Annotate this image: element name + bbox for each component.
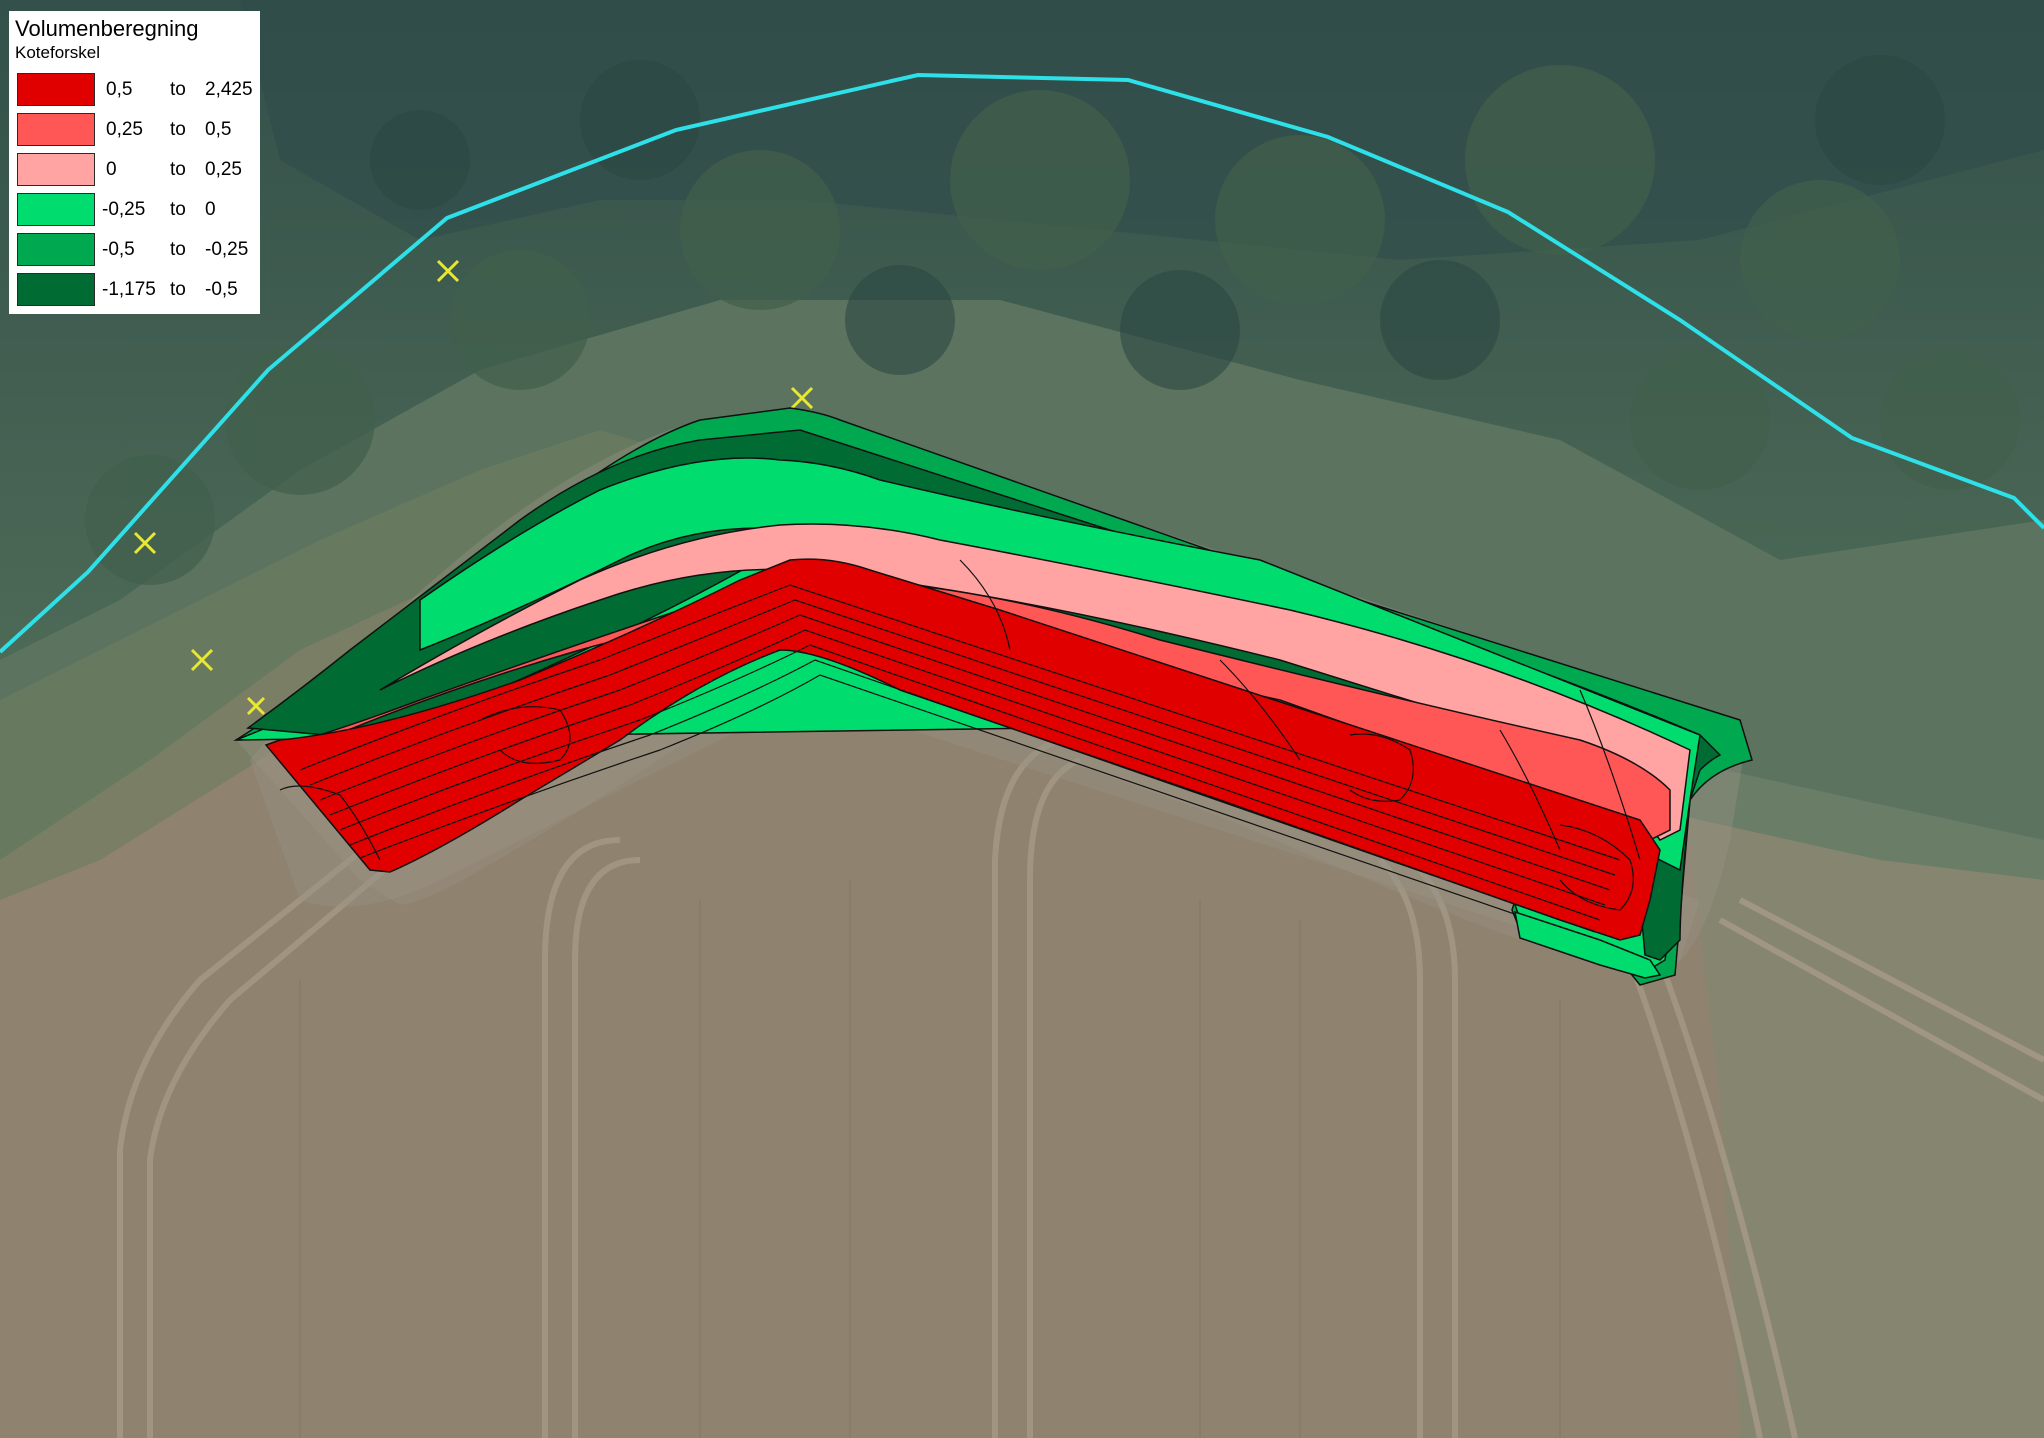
x-marker[interactable] — [790, 386, 814, 410]
x-marker[interactable] — [246, 696, 266, 716]
cut-band-toe[interactable] — [1514, 910, 1662, 979]
legend-class-from: -0,5 — [102, 239, 135, 260]
map-legend: Volumenberegning Koteforskel 0,5 to 2,42… — [9, 11, 260, 314]
legend-swatch — [17, 113, 95, 146]
legend-class-from: 0,5 — [106, 79, 133, 100]
legend-class-to: to — [170, 279, 186, 300]
legend-class-upper: 0,25 — [205, 159, 242, 180]
legend-subtitle: Koteforskel — [15, 43, 101, 62]
legend-class-from: 0 — [106, 159, 117, 180]
legend-swatch — [17, 233, 95, 266]
legend-class-from: -1,175 — [102, 279, 156, 300]
legend-class-to: to — [170, 119, 186, 140]
x-marker[interactable] — [133, 531, 157, 555]
volume-overlay[interactable] — [233, 407, 1753, 986]
contour-lines — [279, 559, 1641, 941]
legend-class: -0,5 to -0,25 — [15, 233, 254, 273]
legend-class-upper: 0,5 — [205, 119, 232, 140]
legend-class-to: to — [170, 199, 186, 220]
fill-band-low[interactable] — [379, 523, 1691, 841]
legend-class-to: to — [170, 239, 186, 260]
legend-swatch — [17, 73, 95, 106]
legend-class-upper: -0,25 — [205, 239, 249, 260]
legend-class-upper: 2,425 — [205, 79, 253, 100]
legend-class-to: to — [170, 79, 186, 100]
legend-swatch — [17, 153, 95, 186]
legend-title: Volumenberegning — [15, 16, 199, 41]
legend-class: -0,25 to 0 — [15, 193, 254, 233]
x-marker[interactable] — [190, 648, 214, 672]
survey-point-markers — [133, 259, 814, 716]
boundary-line — [0, 72, 2044, 654]
legend-class: 0,25 to 0,5 — [15, 113, 254, 153]
legend-class-from: 0,25 — [106, 119, 143, 140]
legend-class: 0,5 to 2,425 — [15, 73, 254, 113]
legend-swatch — [17, 273, 95, 306]
legend-swatch — [17, 193, 95, 226]
legend-class: -1,175 to -0,5 — [15, 273, 254, 313]
x-marker[interactable] — [436, 259, 460, 283]
legend-class-upper: 0 — [205, 199, 216, 220]
legend-class: 0 to 0,25 — [15, 153, 254, 193]
legend-class-to: to — [170, 159, 186, 180]
legend-class-upper: -0,5 — [205, 279, 238, 300]
legend-class-from: -0,25 — [102, 199, 146, 220]
